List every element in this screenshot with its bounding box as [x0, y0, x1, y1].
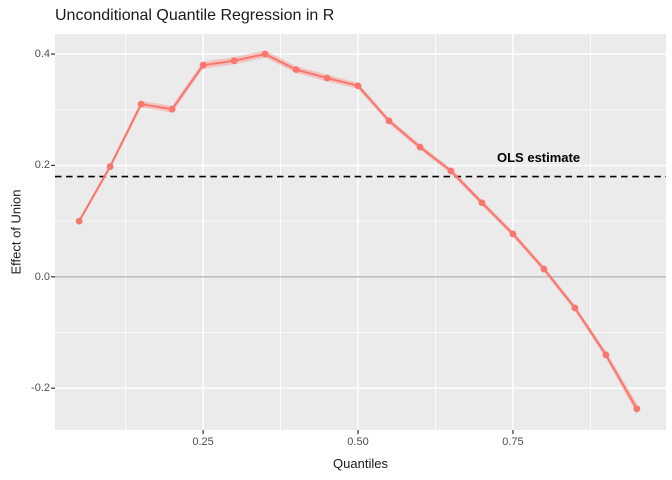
data-point — [602, 351, 610, 359]
data-point — [509, 230, 517, 238]
y-axis-title-wrap: Effect of Union — [0, 0, 24, 480]
y-axis-title: Effect of Union — [8, 189, 24, 275]
y-tick-label: -0.2 — [31, 382, 50, 395]
data-point — [354, 82, 362, 90]
data-point — [323, 74, 331, 82]
ols-estimate-annotation: OLS estimate — [497, 150, 581, 165]
x-tick-label: 0.75 — [502, 436, 524, 448]
data-point — [292, 66, 300, 74]
data-point — [385, 117, 393, 125]
chart-canvas — [51, 34, 666, 434]
data-point — [168, 105, 176, 113]
y-tick-label: 0.4 — [34, 48, 50, 61]
x-axis-title: Quantiles — [333, 456, 388, 471]
data-point — [447, 167, 455, 175]
data-point — [416, 143, 424, 151]
data-point — [106, 163, 114, 170]
y-tick-label: 0.0 — [34, 270, 50, 283]
data-point — [137, 100, 145, 108]
data-point — [633, 405, 641, 413]
y-tick-label: 0.2 — [34, 159, 50, 172]
x-tick-label: 0.25 — [192, 436, 214, 448]
data-point — [540, 265, 548, 273]
x-tick-label: 0.50 — [347, 436, 369, 448]
chart-title: Unconditional Quantile Regression in R — [55, 7, 335, 24]
plot-panel — [51, 34, 666, 434]
data-point — [261, 50, 269, 58]
data-point — [478, 199, 486, 207]
data-point — [75, 217, 83, 225]
data-point — [571, 304, 579, 312]
data-point — [199, 61, 207, 69]
data-point — [230, 57, 238, 65]
